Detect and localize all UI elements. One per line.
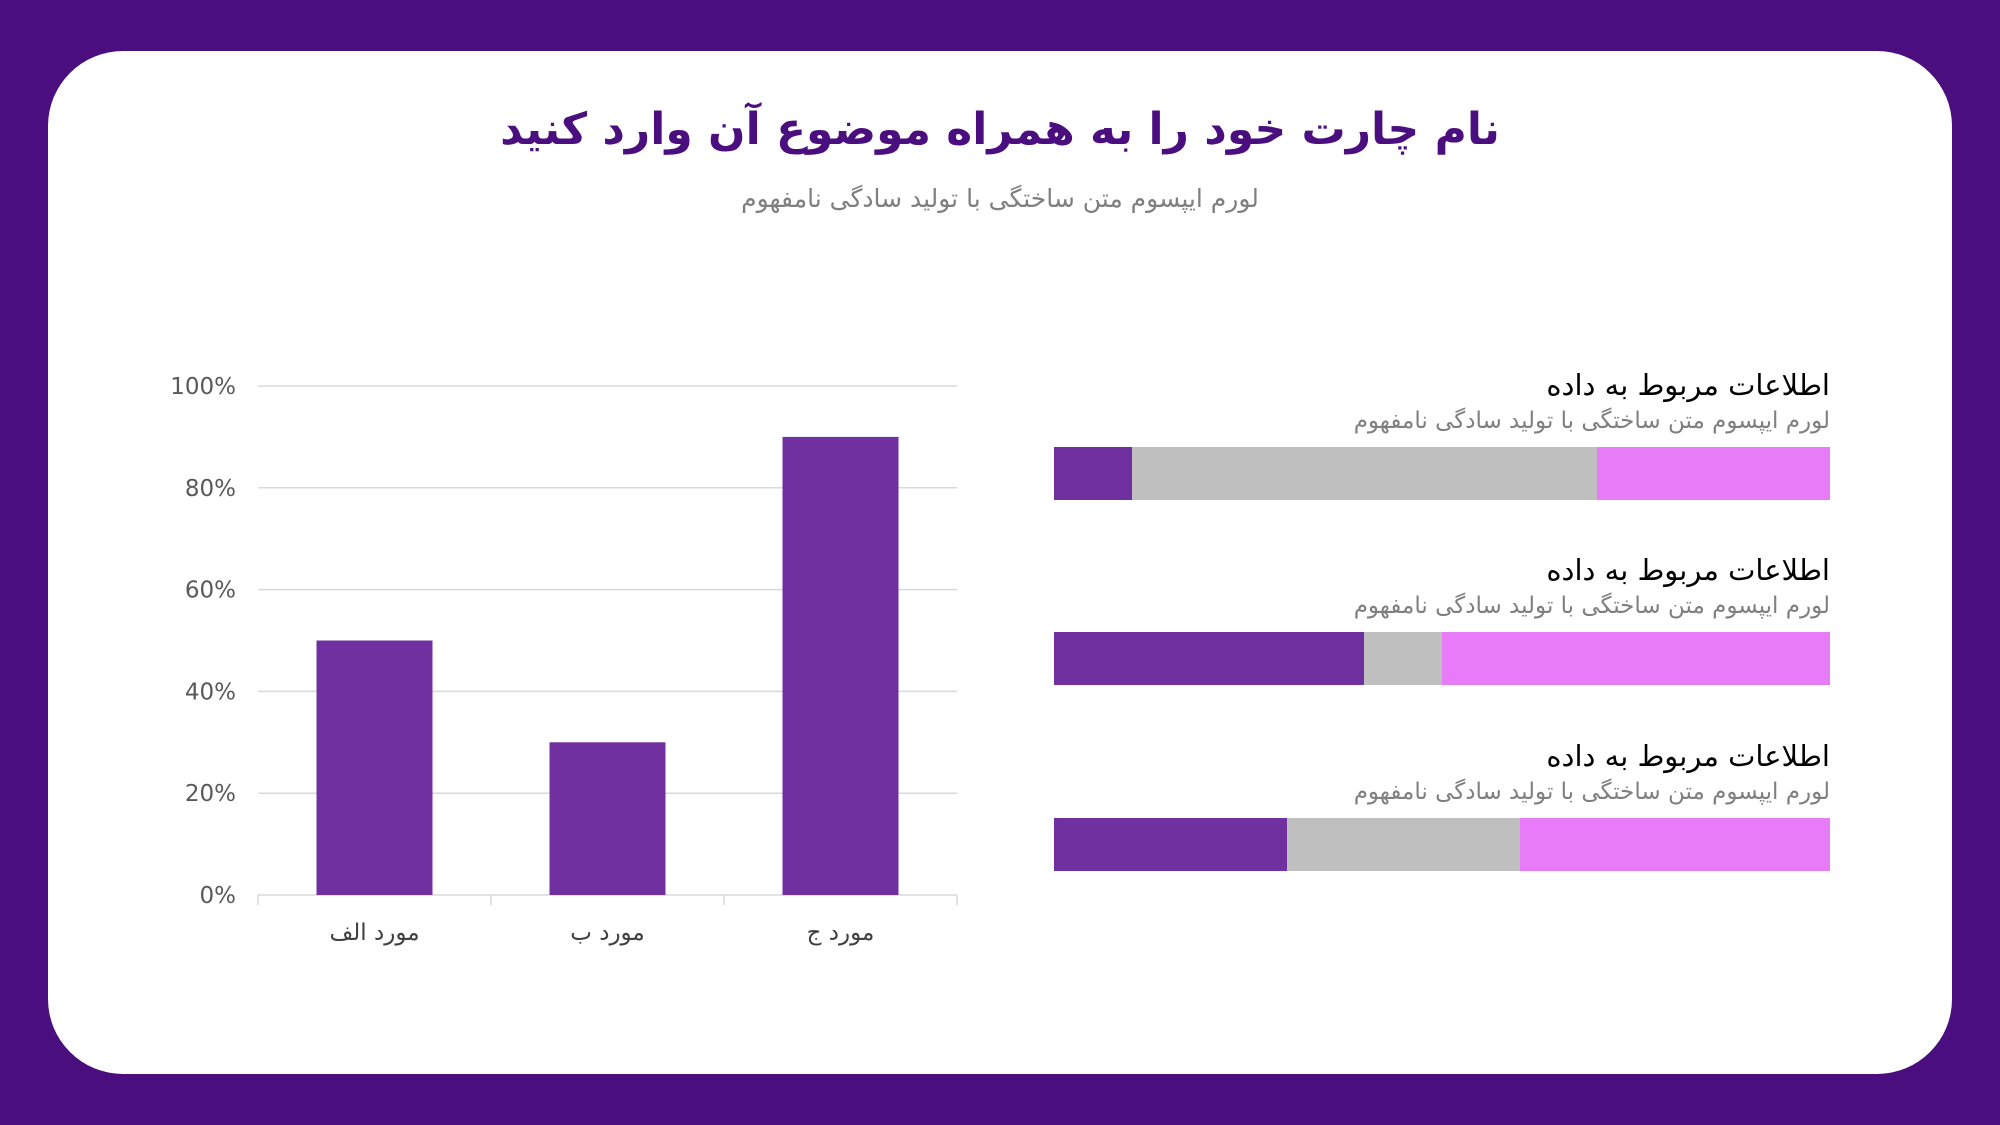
x-category-label: مورد الف: [329, 920, 419, 946]
bar-2: [549, 742, 666, 895]
slide-card: [48, 51, 1952, 1074]
stacked-bar: [1054, 818, 1830, 871]
segment-pink: [1441, 632, 1830, 685]
segment-gray: [1131, 447, 1598, 500]
y-tick-label: 60%: [185, 578, 236, 604]
y-tick-label: 80%: [185, 476, 236, 502]
y-tick-label: 0%: [200, 883, 237, 909]
segment-purple: [1054, 632, 1365, 685]
row-title: اطلاعات مربوط به داده: [1546, 739, 1830, 773]
row-subtitle: لورم ایپسوم متن ساختگی با تولید سادگی نا…: [1353, 408, 1830, 434]
stacked-row: اطلاعات مربوط به داده لورم ایپسوم متن ساخ…: [1054, 365, 1830, 500]
segment-pink: [1597, 447, 1830, 500]
bar-3: [782, 436, 899, 895]
row-title: اطلاعات مربوط به داده: [1546, 553, 1830, 587]
row-subtitle: لورم ایپسوم متن ساختگی با تولید سادگی نا…: [1353, 593, 1830, 619]
stacked-row: اطلاعات مربوط به داده لورم ایپسوم متن ساخ…: [1054, 550, 1830, 685]
y-tick-label: 20%: [185, 781, 236, 807]
stacked-bar: [1054, 447, 1830, 500]
segment-gray: [1364, 632, 1442, 685]
page-subtitle: لورم ایپسوم متن ساختگی با تولید سادگی نا…: [741, 184, 1259, 213]
stacked-row: اطلاعات مربوط به داده لورم ایپسوم متن ساخ…: [1054, 736, 1830, 871]
x-category-label: مورد ج: [807, 920, 875, 946]
row-title: اطلاعات مربوط به داده: [1546, 368, 1830, 402]
segment-purple: [1054, 818, 1287, 871]
stacked-bar: [1054, 632, 1830, 685]
bar-1: [316, 640, 433, 895]
row-subtitle: لورم ایپسوم متن ساختگی با تولید سادگی نا…: [1353, 779, 1830, 805]
y-tick-label: 40%: [185, 679, 236, 705]
segment-pink: [1519, 818, 1830, 871]
segment-purple: [1054, 447, 1132, 500]
x-category-label: مورد ب: [570, 920, 645, 946]
page-title: نام چارت خود را به همراه موضوع آن وارد ک…: [500, 104, 1500, 155]
y-tick-label: 100%: [170, 374, 236, 400]
segment-gray: [1286, 818, 1520, 871]
